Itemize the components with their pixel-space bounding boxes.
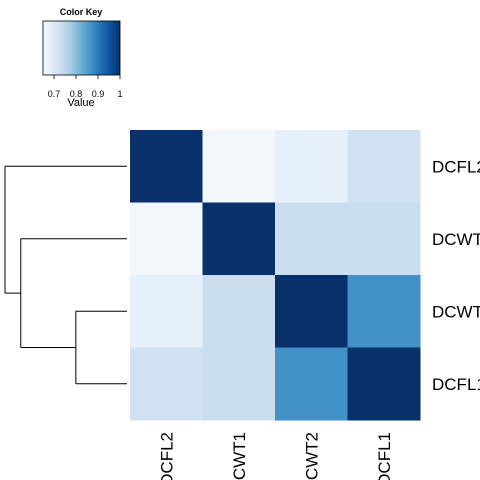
heatmap-cell <box>275 130 348 203</box>
heatmap-cell <box>275 275 348 348</box>
color-key-title: Color Key <box>60 7 103 17</box>
heatmap-cells <box>130 130 421 421</box>
row-labels: DCFL2 DCWT1 DCWT2 DCFL1 <box>432 157 480 394</box>
heatmap-cell <box>275 202 348 276</box>
column-label: DCWT2 <box>302 432 321 480</box>
color-key: Color Key 0.7 0.8 0.9 1 Value <box>42 7 123 109</box>
row-dendrogram <box>4 165 127 385</box>
row-label: DCWT2 <box>432 302 480 321</box>
heatmap-cell <box>202 130 276 203</box>
heatmap-cell <box>275 347 348 421</box>
heatmap-cell <box>347 275 421 348</box>
heatmap-cell <box>202 202 276 276</box>
row-label: DCFL1 <box>432 375 480 394</box>
column-label: DCFL2 <box>157 432 176 480</box>
color-key-ticks: 0.7 0.8 0.9 1 <box>48 75 123 99</box>
heatmap-cell <box>347 130 421 203</box>
heatmap-cell <box>202 275 276 348</box>
heatmap-cell <box>130 347 203 421</box>
heatmap-cell <box>130 275 203 348</box>
color-key-tick-label: 0.7 <box>48 89 61 99</box>
heatmap-cell <box>347 202 421 276</box>
heatmap-cell <box>130 130 203 203</box>
heatmap-cell <box>130 202 203 276</box>
heatmap-cell <box>347 347 421 421</box>
row-label: DCWT1 <box>432 230 480 249</box>
color-key-gradient <box>42 20 121 76</box>
column-label: DCFL1 <box>375 432 394 480</box>
column-label: DCWT1 <box>230 432 249 480</box>
color-key-value-label: Value <box>67 97 94 109</box>
color-key-tick-label: 0.9 <box>92 89 105 99</box>
color-key-tick-label: 0.8 <box>70 89 83 99</box>
column-labels: DCFL2 DCWT1 DCWT2 DCFL1 <box>157 432 394 480</box>
color-key-tick-label: 1 <box>117 89 122 99</box>
heatmap-cell <box>202 347 276 421</box>
row-label: DCFL2 <box>432 157 480 176</box>
